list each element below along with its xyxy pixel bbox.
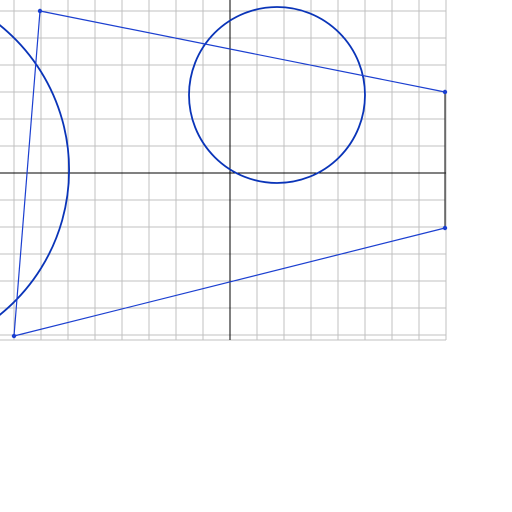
small-circle[interactable] [188, 6, 366, 184]
point-upper-right[interactable] [442, 89, 448, 95]
grid [0, 0, 447, 341]
upper-tangent-line[interactable] [39, 10, 446, 93]
construction [0, 3, 448, 339]
left-chord-line[interactable] [13, 10, 41, 337]
point-lower-right[interactable] [442, 225, 448, 231]
point-lower-left[interactable] [11, 333, 17, 339]
large-circle-arc[interactable] [0, 3, 70, 337]
lower-tangent-line[interactable] [13, 227, 446, 337]
axes [0, 0, 446, 340]
point-upper-left[interactable] [37, 8, 43, 14]
